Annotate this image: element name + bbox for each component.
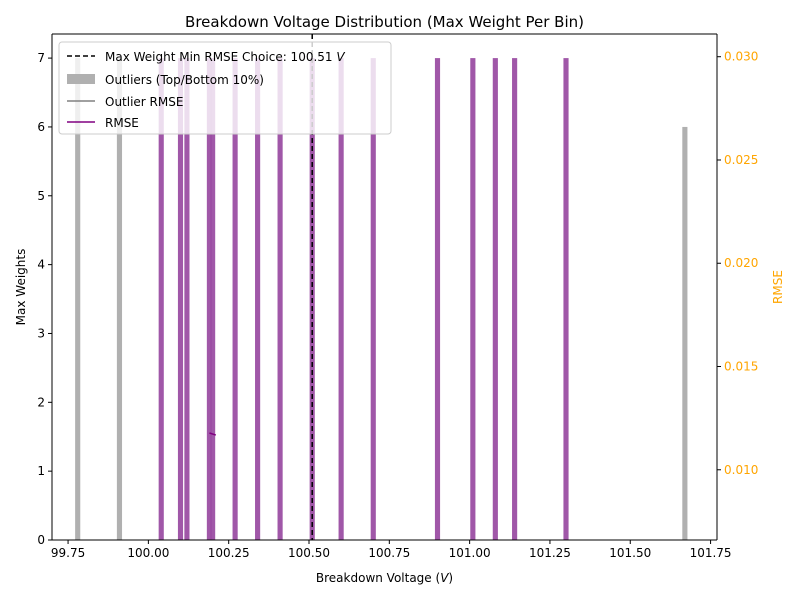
x-tick-label: 101.50 — [609, 546, 651, 560]
x-tick-label: 100.75 — [368, 546, 410, 560]
weight-bar — [206, 58, 212, 540]
outlier-bar — [75, 58, 81, 540]
x-tick-label: 101.75 — [690, 546, 732, 560]
weight-bar — [255, 58, 261, 540]
weight-bar — [184, 58, 190, 540]
right-y-tick-label: 0.030 — [724, 50, 758, 64]
y-tick-label: 0 — [37, 533, 45, 547]
x-axis-label: Breakdown Voltage (V) — [316, 571, 453, 585]
weight-bar — [470, 58, 476, 540]
outlier-bar — [116, 58, 123, 540]
y-tick-label: 3 — [37, 326, 45, 340]
axes-frame — [51, 33, 718, 541]
right-y-tick-label: 0.020 — [724, 256, 758, 270]
x-axis-ticks: 99.75 100.00 100.25 100.50 100.75 101.00 101.2… — [51, 540, 732, 560]
legend-outliers-label: Outliers (Top/Bottom 10%) — [105, 73, 264, 87]
legend-vline-label: Max Weight Min RMSE Choice: 100.51 V — [105, 50, 345, 64]
outlier-bar — [682, 126, 688, 540]
y-tick-label: 4 — [37, 258, 45, 272]
y-tick-label: 2 — [37, 395, 45, 409]
weight-bar — [232, 58, 238, 540]
weight-bar — [434, 58, 441, 540]
rmse-line — [209, 432, 217, 436]
right-y-tick-label: 0.015 — [724, 360, 758, 374]
right-y-axis-label: RMSE — [771, 270, 785, 304]
x-tick-label: 100.00 — [127, 546, 169, 560]
rmse-line-layer — [209, 432, 217, 436]
legend-outlier-rmse-label: Outlier RMSE — [105, 95, 183, 109]
x-tick-label: 99.75 — [51, 546, 85, 560]
bars-layer — [75, 58, 688, 540]
chart-title: Breakdown Voltage Distribution (Max Weig… — [185, 13, 584, 31]
x-tick-label: 101.00 — [449, 546, 491, 560]
weight-bar — [492, 58, 498, 540]
y-axis-ticks: 0 1 2 3 4 5 6 7 — [37, 51, 52, 547]
weight-bar — [177, 58, 184, 540]
legend-box — [58, 41, 392, 135]
legend-rmse-label: RMSE — [105, 116, 139, 130]
x-tick-label: 100.25 — [208, 546, 250, 560]
weight-bar — [338, 58, 344, 540]
weight-bar — [370, 58, 376, 540]
x-tick-label: 101.25 — [529, 546, 571, 560]
weight-bar — [512, 58, 518, 540]
legend-outliers-swatch — [67, 74, 95, 84]
x-tick-label: 100.50 — [288, 546, 330, 560]
y-tick-label: 5 — [37, 189, 45, 203]
right-y-axis-ticks: 0.010 0.015 0.020 0.025 0.030 — [717, 50, 758, 477]
y-tick-label: 1 — [37, 464, 45, 478]
weight-bar — [277, 58, 283, 540]
right-y-tick-label: 0.010 — [724, 463, 758, 477]
weight-bar — [158, 58, 164, 540]
weight-bar — [563, 58, 569, 540]
y-tick-label: 7 — [37, 51, 45, 65]
legend: Max Weight Min RMSE Choice: 100.51 V Out… — [58, 41, 392, 135]
y-axis-label: Max Weights — [14, 249, 28, 326]
weight-bar — [210, 58, 216, 540]
right-y-tick-label: 0.025 — [724, 153, 758, 167]
y-tick-label: 6 — [37, 120, 45, 134]
